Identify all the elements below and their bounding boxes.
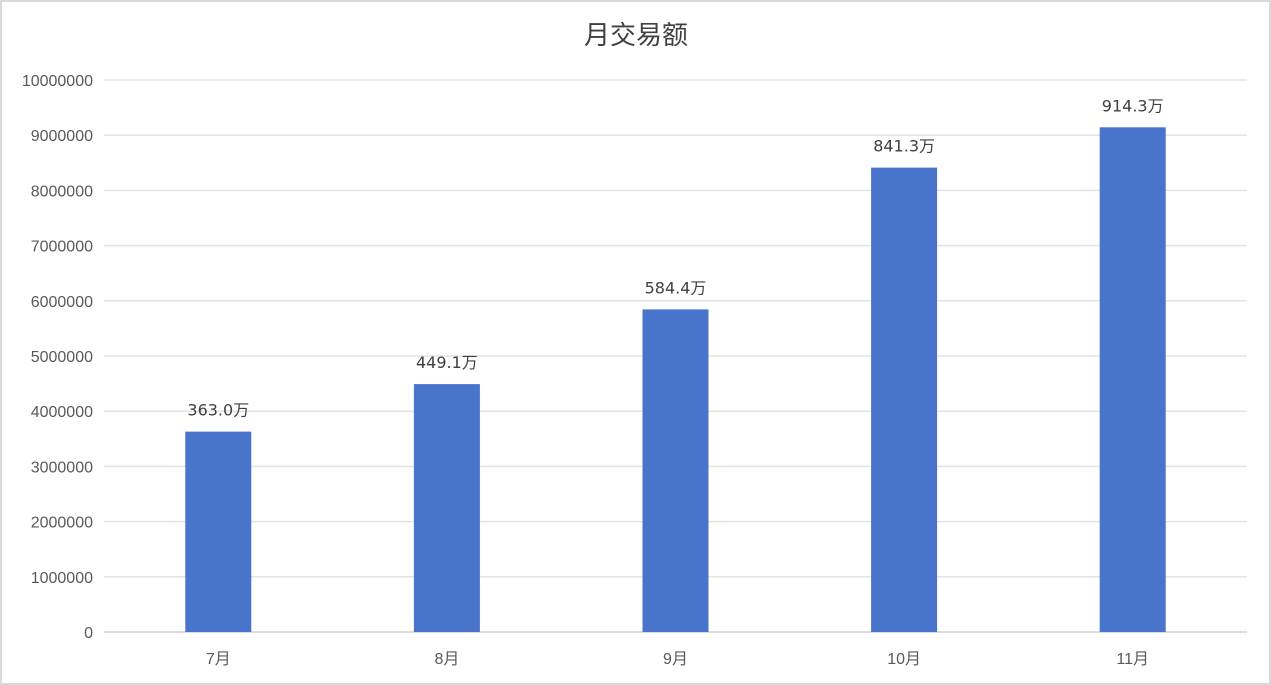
x-tick-label: 7月 — [206, 651, 231, 668]
y-tick-label: 8000000 — [31, 183, 93, 200]
bar — [413, 384, 480, 632]
data-label: 363.0万 — [187, 401, 249, 420]
y-tick-label: 4000000 — [31, 404, 93, 421]
data-label: 841.3万 — [873, 137, 935, 156]
y-tick-label: 9000000 — [31, 128, 93, 145]
x-tick-label: 8月 — [434, 651, 459, 668]
y-tick-label: 0 — [84, 625, 93, 642]
bar — [185, 431, 252, 632]
bar — [642, 309, 709, 632]
x-tick-label: 11月 — [1116, 651, 1149, 668]
y-tick-label: 2000000 — [31, 515, 93, 532]
y-tick-label: 7000000 — [31, 239, 93, 256]
data-label: 914.3万 — [1102, 96, 1164, 115]
y-tick-label: 3000000 — [31, 459, 93, 476]
data-label: 449.1万 — [416, 353, 478, 372]
chart-title: 月交易额 — [584, 21, 688, 51]
y-tick-label: 10000000 — [22, 73, 93, 90]
x-tick-label: 9月 — [663, 651, 688, 668]
bar — [871, 167, 938, 632]
y-tick-label: 6000000 — [31, 294, 93, 311]
y-tick-label: 1000000 — [31, 570, 93, 587]
data-label: 584.4万 — [645, 278, 707, 297]
bar — [1099, 127, 1166, 632]
y-tick-label: 5000000 — [31, 349, 93, 366]
x-tick-label: 10月 — [887, 651, 921, 668]
